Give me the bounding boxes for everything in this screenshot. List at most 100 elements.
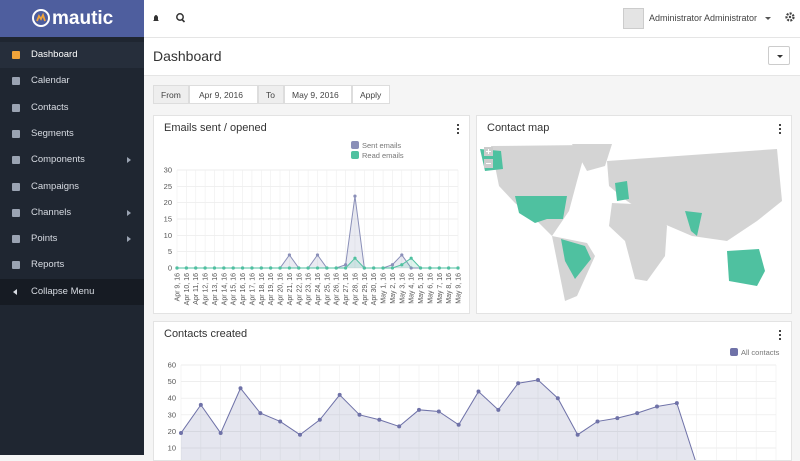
point: [306, 266, 310, 270]
y-tick-label: 10: [164, 231, 172, 240]
menu-icon: [12, 261, 20, 270]
from-label: From: [153, 85, 189, 104]
y-tick-label: 25: [164, 182, 172, 191]
avatar[interactable]: [623, 8, 644, 29]
point: [297, 266, 301, 270]
collapse-menu[interactable]: Collapse Menu: [0, 278, 144, 305]
x-tick-label: May 6, 16: [427, 273, 434, 304]
page-header: Dashboard: [144, 38, 800, 76]
y-tick-label: 30: [168, 410, 176, 419]
menu-item[interactable]: Campaigns: [0, 174, 144, 200]
x-tick-label: Apr 28, 16: [352, 273, 359, 305]
point: [258, 411, 263, 416]
point: [222, 266, 226, 270]
menu-icon: [12, 182, 20, 191]
legend-item[interactable]: All contacts: [730, 348, 779, 358]
menu-item[interactable]: Reports: [0, 252, 144, 278]
widget-menu[interactable]: [779, 124, 781, 134]
page-title: Dashboard: [153, 48, 222, 64]
x-tick-label: Apr 14, 16: [221, 273, 228, 305]
logo[interactable]: mautic: [0, 0, 144, 37]
x-tick-label: Apr 18, 16: [259, 273, 266, 305]
menu-label: Channels: [31, 206, 72, 218]
point: [184, 266, 188, 270]
menu-item[interactable]: Points: [0, 226, 144, 252]
legend-item[interactable]: Read emails: [351, 151, 404, 161]
dropdown-button[interactable]: [768, 46, 790, 65]
point: [362, 266, 366, 270]
x-tick-label: Apr 19, 16: [268, 273, 275, 305]
menu-label: Contacts: [31, 101, 69, 113]
point: [325, 266, 329, 270]
point: [536, 377, 540, 382]
x-tick-label: Apr 21, 16: [287, 273, 294, 305]
to-input[interactable]: May 9, 2016: [284, 85, 352, 104]
point: [456, 266, 460, 270]
legend-swatch: [730, 348, 738, 356]
point: [390, 263, 395, 267]
point: [238, 386, 243, 391]
x-tick-label: Apr 30, 16: [371, 273, 378, 305]
menu-label: Reports: [31, 259, 65, 271]
menu-chevron: [127, 157, 131, 164]
x-tick-label: May 9, 16: [456, 273, 463, 304]
point: [418, 266, 423, 270]
settings-icon[interactable]: [785, 12, 795, 22]
y-tick-label: 10: [168, 444, 176, 453]
menu-item[interactable]: Channels: [0, 200, 144, 226]
menu-label: Segments: [31, 127, 74, 139]
menu-item[interactable]: Calendar: [0, 68, 144, 94]
menu-label: Calendar: [31, 75, 70, 87]
topbar: Administrator Administrator: [144, 0, 800, 38]
point: [635, 411, 640, 416]
point: [555, 396, 560, 401]
user-name[interactable]: Administrator Administrator: [649, 13, 758, 23]
widget-menu[interactable]: [779, 330, 781, 340]
point: [436, 409, 441, 414]
menu-item[interactable]: Components: [0, 147, 144, 173]
area: [181, 379, 696, 460]
top-icons[interactable]: [152, 12, 196, 24]
x-tick-label: May 4, 16: [409, 273, 416, 304]
y-tick-label: 20: [164, 198, 172, 207]
widget-menu[interactable]: [457, 124, 459, 134]
legend-item[interactable]: Sent emails: [351, 141, 401, 151]
to-label: To: [258, 85, 284, 104]
point: [212, 266, 217, 270]
menu-label: Dashboard: [31, 49, 78, 60]
x-tick-label: Apr 15, 16: [231, 273, 238, 305]
point: [496, 407, 501, 412]
menu-item[interactable]: Dashboard: [0, 42, 144, 68]
x-tick-label: Apr 9, 16: [175, 273, 182, 302]
point: [250, 266, 254, 270]
point: [259, 266, 263, 270]
point: [615, 416, 620, 421]
point: [344, 266, 348, 270]
point: [372, 266, 376, 270]
x-tick-label: Apr 27, 16: [343, 273, 350, 305]
menu-item[interactable]: Segments: [0, 121, 144, 147]
x-tick-label: Apr 10, 16: [184, 273, 191, 305]
point: [317, 417, 322, 422]
y-tick-label: 60: [168, 361, 176, 370]
apply-button[interactable]: Apply: [352, 85, 390, 104]
point: [287, 266, 291, 270]
point: [390, 266, 395, 270]
widget-title: Contacts created: [164, 328, 248, 340]
point: [278, 419, 283, 424]
menu-item[interactable]: Contacts: [0, 95, 144, 121]
point: [357, 412, 362, 417]
chart: 0102030405060: [168, 361, 777, 460]
menu-icon: [12, 156, 20, 165]
map-widget: Contact map: [476, 115, 792, 314]
point: [315, 253, 320, 257]
legend: All contacts: [730, 348, 790, 358]
menu-label: Components: [31, 154, 85, 166]
point: [298, 432, 302, 437]
x-tick-label: Apr 24, 16: [315, 273, 322, 305]
sidebar: mautic Dashboard Calendar Contacts Segments…: [0, 0, 144, 455]
x-tick-label: Apr 13, 16: [212, 273, 219, 305]
widget-title: Emails sent / opened: [164, 122, 267, 134]
from-input[interactable]: Apr 9, 2016: [189, 85, 258, 104]
